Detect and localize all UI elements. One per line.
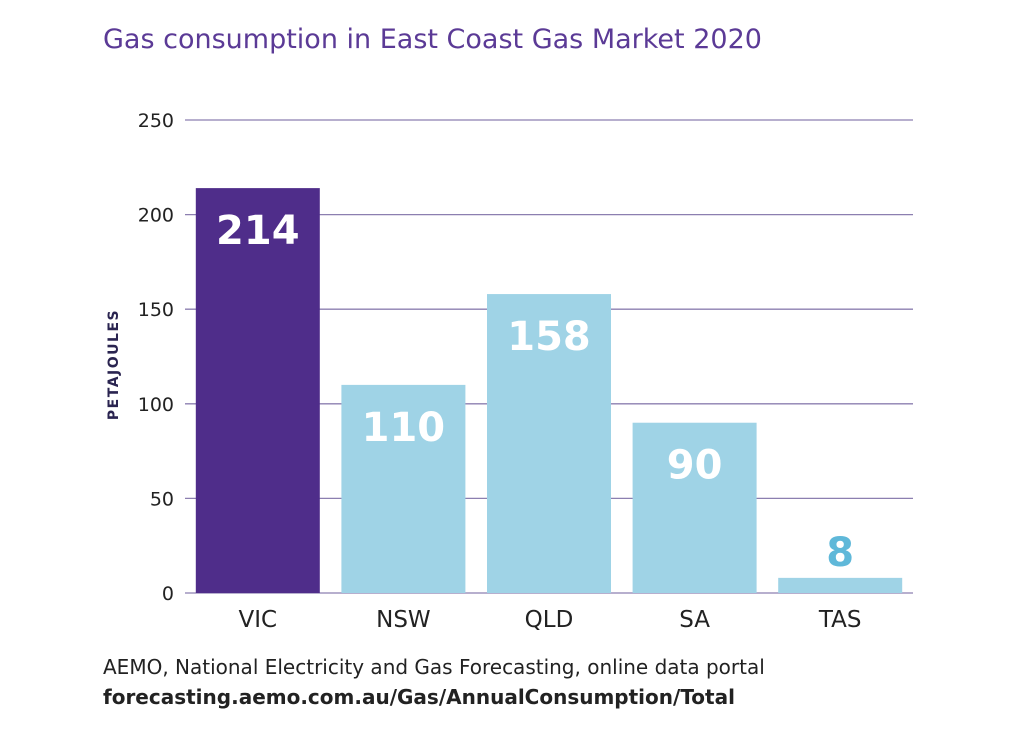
source-note: AEMO, National Electricity and Gas Forec… bbox=[103, 652, 765, 712]
bar-qld bbox=[487, 294, 611, 593]
y-tick-label: 50 bbox=[150, 488, 174, 510]
bar-nsw bbox=[341, 384, 466, 593]
data-label-nsw: 110 bbox=[362, 405, 446, 451]
chart-title: Gas consumption in East Coast Gas Market… bbox=[103, 24, 762, 55]
x-tick-label-qld: QLD bbox=[525, 607, 574, 633]
bar-tas bbox=[778, 577, 903, 593]
y-axis-label: PETAJOULES bbox=[106, 309, 122, 420]
data-label-qld: 158 bbox=[507, 314, 591, 360]
x-tick-label-sa: SA bbox=[679, 607, 710, 633]
y-tick-label: 0 bbox=[162, 583, 174, 605]
bar-sa bbox=[632, 422, 757, 593]
source-link[interactable]: forecasting.aemo.com.au/Gas/AnnualConsum… bbox=[103, 685, 735, 709]
data-label-tas: 8 bbox=[826, 530, 854, 576]
x-tick-label-vic: VIC bbox=[239, 607, 278, 633]
bar-vic bbox=[195, 188, 320, 593]
y-tick-label: 200 bbox=[138, 205, 174, 227]
data-label-vic: 214 bbox=[216, 208, 300, 254]
y-tick-label: 100 bbox=[138, 394, 174, 416]
source-text: AEMO, National Electricity and Gas Forec… bbox=[103, 655, 765, 679]
x-tick-label-tas: TAS bbox=[818, 607, 862, 633]
x-tick-label-nsw: NSW bbox=[376, 607, 431, 633]
data-label-sa: 90 bbox=[667, 443, 723, 489]
y-tick-label: 150 bbox=[138, 299, 174, 321]
y-tick-label: 250 bbox=[138, 110, 174, 132]
